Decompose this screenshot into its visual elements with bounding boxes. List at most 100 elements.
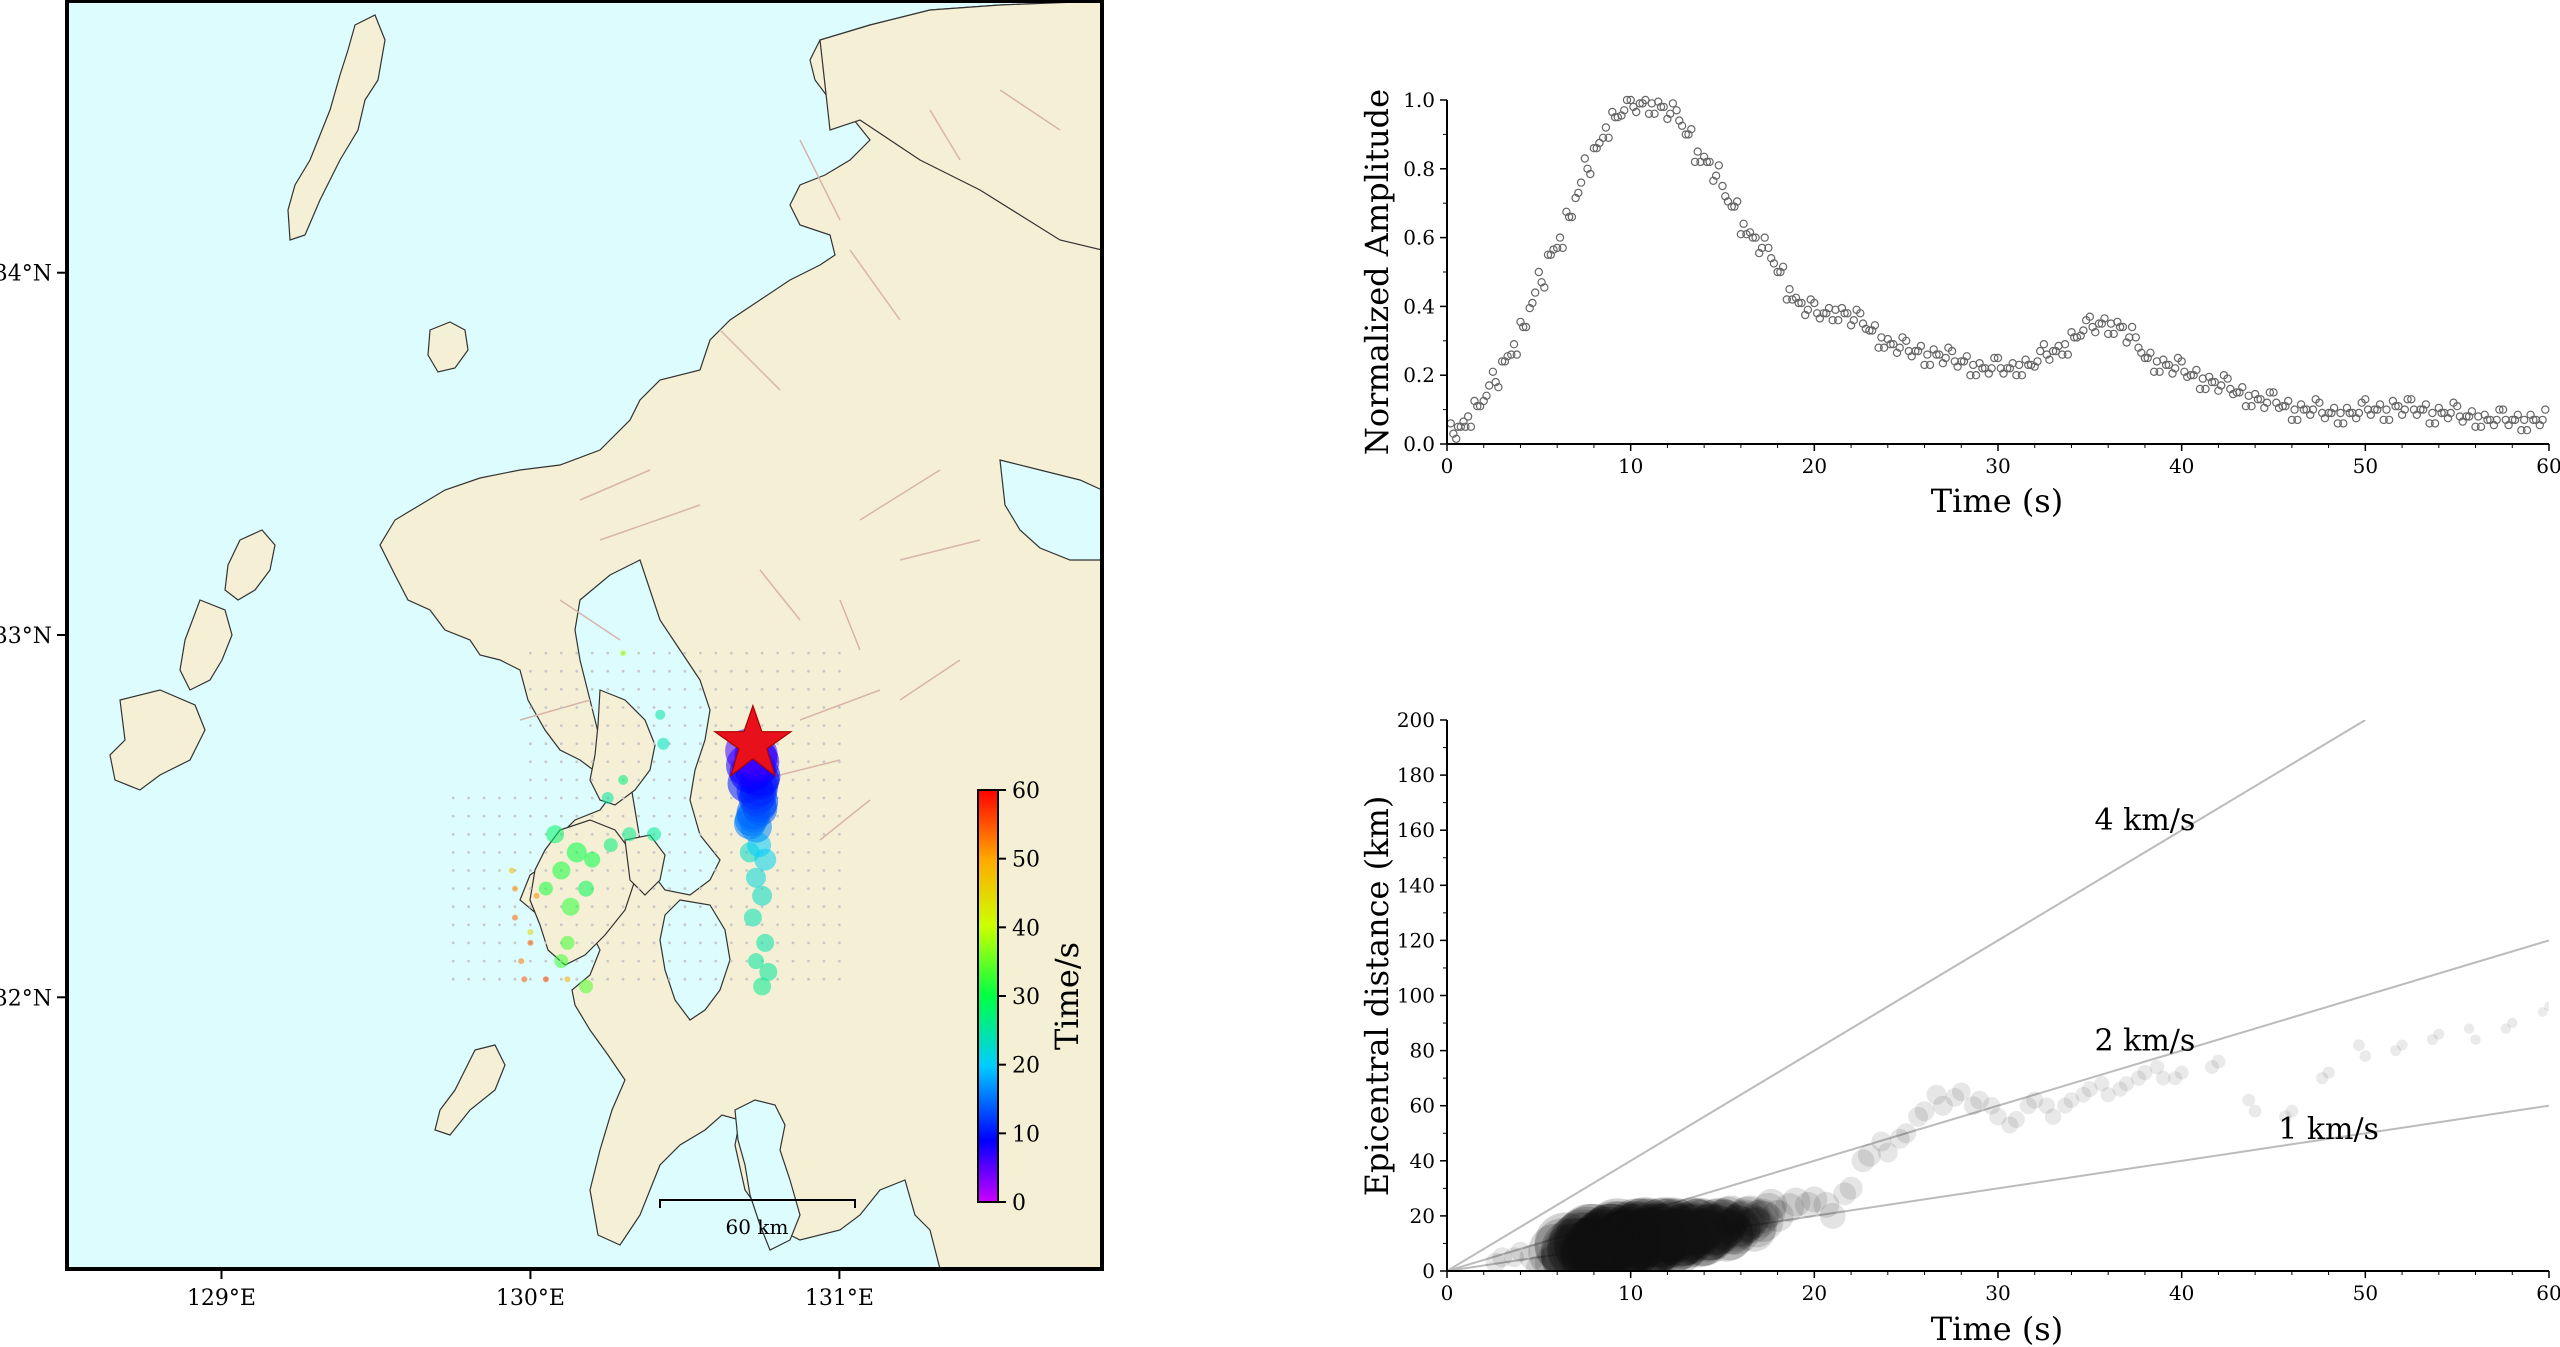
grid-dot (699, 670, 702, 673)
y-tick-label: 0.8 (1403, 157, 1435, 181)
grid-dot (575, 887, 578, 890)
grid-dot (838, 960, 841, 963)
distance-time-chart: 0 10 20 30 40 50 60020406080100120140160180200… (1358, 708, 2560, 1347)
grid-dot (591, 960, 594, 963)
grid-dot (622, 670, 625, 673)
grid-dot (838, 670, 841, 673)
grid-dot (761, 688, 764, 691)
distance-markers (1486, 1002, 2554, 1286)
grid-dot (792, 833, 795, 836)
backprojection-point (565, 976, 571, 982)
grid-dot (575, 960, 578, 963)
grid-dot (483, 905, 486, 908)
grid-dot (823, 724, 826, 727)
grid-dot (483, 833, 486, 836)
grid-dot (452, 942, 455, 945)
amplitude-point (1535, 268, 1542, 275)
y-tick-label: 0 (1422, 1259, 1435, 1283)
grid-dot (776, 833, 779, 836)
amplitude-point (1465, 413, 1472, 420)
amplitude-point (1719, 182, 1726, 189)
backprojection-point (512, 915, 518, 921)
amplitude-point (2040, 341, 2047, 348)
y-tick-label: 0.6 (1403, 226, 1435, 250)
grid-dot (653, 742, 656, 745)
grid-dot (792, 706, 795, 709)
grid-dot (637, 833, 640, 836)
x-tick-label: 20 (1802, 1281, 1827, 1305)
grid-dot (792, 887, 795, 890)
grid-dot (606, 833, 609, 836)
grid-dot (452, 797, 455, 800)
grid-dot (684, 760, 687, 763)
grid-dot (823, 706, 826, 709)
grid-dot (730, 833, 733, 836)
amplitude-point (2110, 330, 2117, 337)
grid-dot (823, 960, 826, 963)
distance-point (1896, 1123, 1916, 1143)
grid-dot (668, 978, 671, 981)
backprojection-point (546, 825, 564, 843)
grid-dot (637, 706, 640, 709)
distance-point (2507, 1018, 2517, 1028)
grid-dot (498, 815, 501, 818)
grid-dot (838, 797, 841, 800)
amplitude-point (1556, 234, 1563, 241)
grid-dot (684, 779, 687, 782)
grid-dot (714, 960, 717, 963)
grid-dot (452, 833, 455, 836)
grid-dot (823, 851, 826, 854)
velocity-line-labels: 4 km/s 2 km/s 1 km/s (2095, 803, 2379, 1147)
grid-dot (591, 688, 594, 691)
grid-dot (838, 942, 841, 945)
grid-dot (792, 760, 795, 763)
grid-dot (745, 887, 748, 890)
grid-dot (838, 652, 841, 655)
amplitude-point (1715, 162, 1722, 169)
grid-dot (560, 742, 563, 745)
amplitude-point (1761, 234, 1768, 241)
grid-dot (699, 742, 702, 745)
grid-dot (498, 905, 501, 908)
amplitude-xlabel: Time (s) (1931, 482, 2063, 520)
amplitude-point (1447, 420, 1454, 427)
grid-dot (606, 724, 609, 727)
grid-dot (823, 779, 826, 782)
grid-dot (637, 779, 640, 782)
distance-point (1840, 1177, 1863, 1200)
grid-dot (714, 887, 717, 890)
grid-dot (498, 978, 501, 981)
grid-dot (575, 742, 578, 745)
grid-dot (807, 905, 810, 908)
grid-dot (545, 724, 548, 727)
grid-dot (529, 724, 532, 727)
grid-dot (792, 851, 795, 854)
backprojection-point (655, 710, 665, 720)
grid-dot (668, 760, 671, 763)
grid-dot (823, 760, 826, 763)
lon-tick-label: 131°E (805, 1286, 874, 1311)
grid-dot (684, 652, 687, 655)
grid-dot (545, 851, 548, 854)
grid-dot (653, 670, 656, 673)
grid-dot (575, 760, 578, 763)
grid-dot (838, 742, 841, 745)
amplitude-point (1673, 107, 1680, 114)
x-tick-label: 40 (2169, 1281, 2194, 1305)
grid-dot (498, 942, 501, 945)
grid-dot (514, 833, 517, 836)
backprojection-point (657, 738, 669, 750)
colorbar-label: Time/s (1048, 942, 1086, 1050)
grid-dot (761, 724, 764, 727)
grid-dot (545, 706, 548, 709)
grid-dot (684, 905, 687, 908)
grid-dot (560, 815, 563, 818)
grid-dot (483, 815, 486, 818)
grid-dot (699, 779, 702, 782)
grid-dot (684, 797, 687, 800)
grid-dot (591, 923, 594, 926)
grid-dot (653, 942, 656, 945)
grid-dot (730, 887, 733, 890)
grid-dot (514, 942, 517, 945)
grid-dot (498, 887, 501, 890)
